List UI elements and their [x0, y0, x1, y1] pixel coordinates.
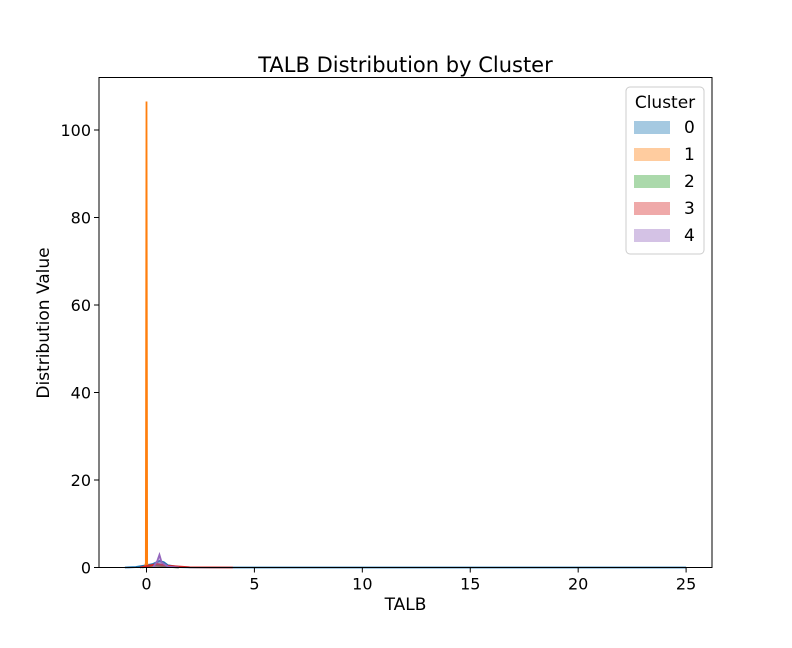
- legend-label-1: 1: [684, 145, 695, 165]
- y-tick-label: 0: [81, 559, 91, 578]
- legend-label-3: 3: [684, 199, 695, 219]
- y-axis: 0 20 40 60 80 100: [60, 121, 99, 578]
- legend-swatch-3: [634, 202, 670, 215]
- x-tick-label: 5: [249, 575, 259, 594]
- plot-frame: [98, 77, 713, 568]
- legend-label-0: 0: [684, 118, 695, 138]
- y-tick-label: 100: [60, 121, 91, 140]
- y-tick-label: 60: [71, 296, 91, 315]
- x-tick-label: 10: [352, 575, 372, 594]
- legend-swatch-2: [634, 175, 670, 188]
- x-axis: 0 5 10 15 20 25: [141, 567, 696, 594]
- chart-title: TALB Distribution by Cluster: [257, 53, 553, 77]
- legend-items: 0 1 2 3 4: [634, 118, 695, 246]
- series-1-line: [143, 101, 150, 568]
- y-tick-label: 40: [71, 384, 91, 403]
- legend-box: [625, 86, 705, 255]
- y-tick-label: 80: [71, 209, 91, 228]
- y-axis-label: Distribution Value: [34, 247, 54, 398]
- x-tick-label: 20: [568, 575, 588, 594]
- x-tick-label: 25: [676, 575, 696, 594]
- series-3-area: [140, 564, 233, 568]
- legend: Cluster 0 1 2 3 4: [625, 86, 705, 255]
- x-axis-label: TALB: [384, 595, 427, 615]
- legend-swatch-4: [634, 229, 670, 242]
- legend-label-2: 2: [684, 172, 695, 192]
- legend-label-4: 4: [684, 226, 695, 246]
- legend-swatch-0: [634, 121, 670, 134]
- legend-swatch-1: [634, 148, 670, 161]
- x-tick-label: 0: [141, 575, 151, 594]
- series-4-line: [152, 551, 179, 569]
- y-tick-label: 20: [71, 471, 91, 490]
- legend-title: Cluster: [635, 93, 695, 113]
- series-layer: [124, 101, 687, 569]
- x-tick-label: 15: [460, 575, 480, 594]
